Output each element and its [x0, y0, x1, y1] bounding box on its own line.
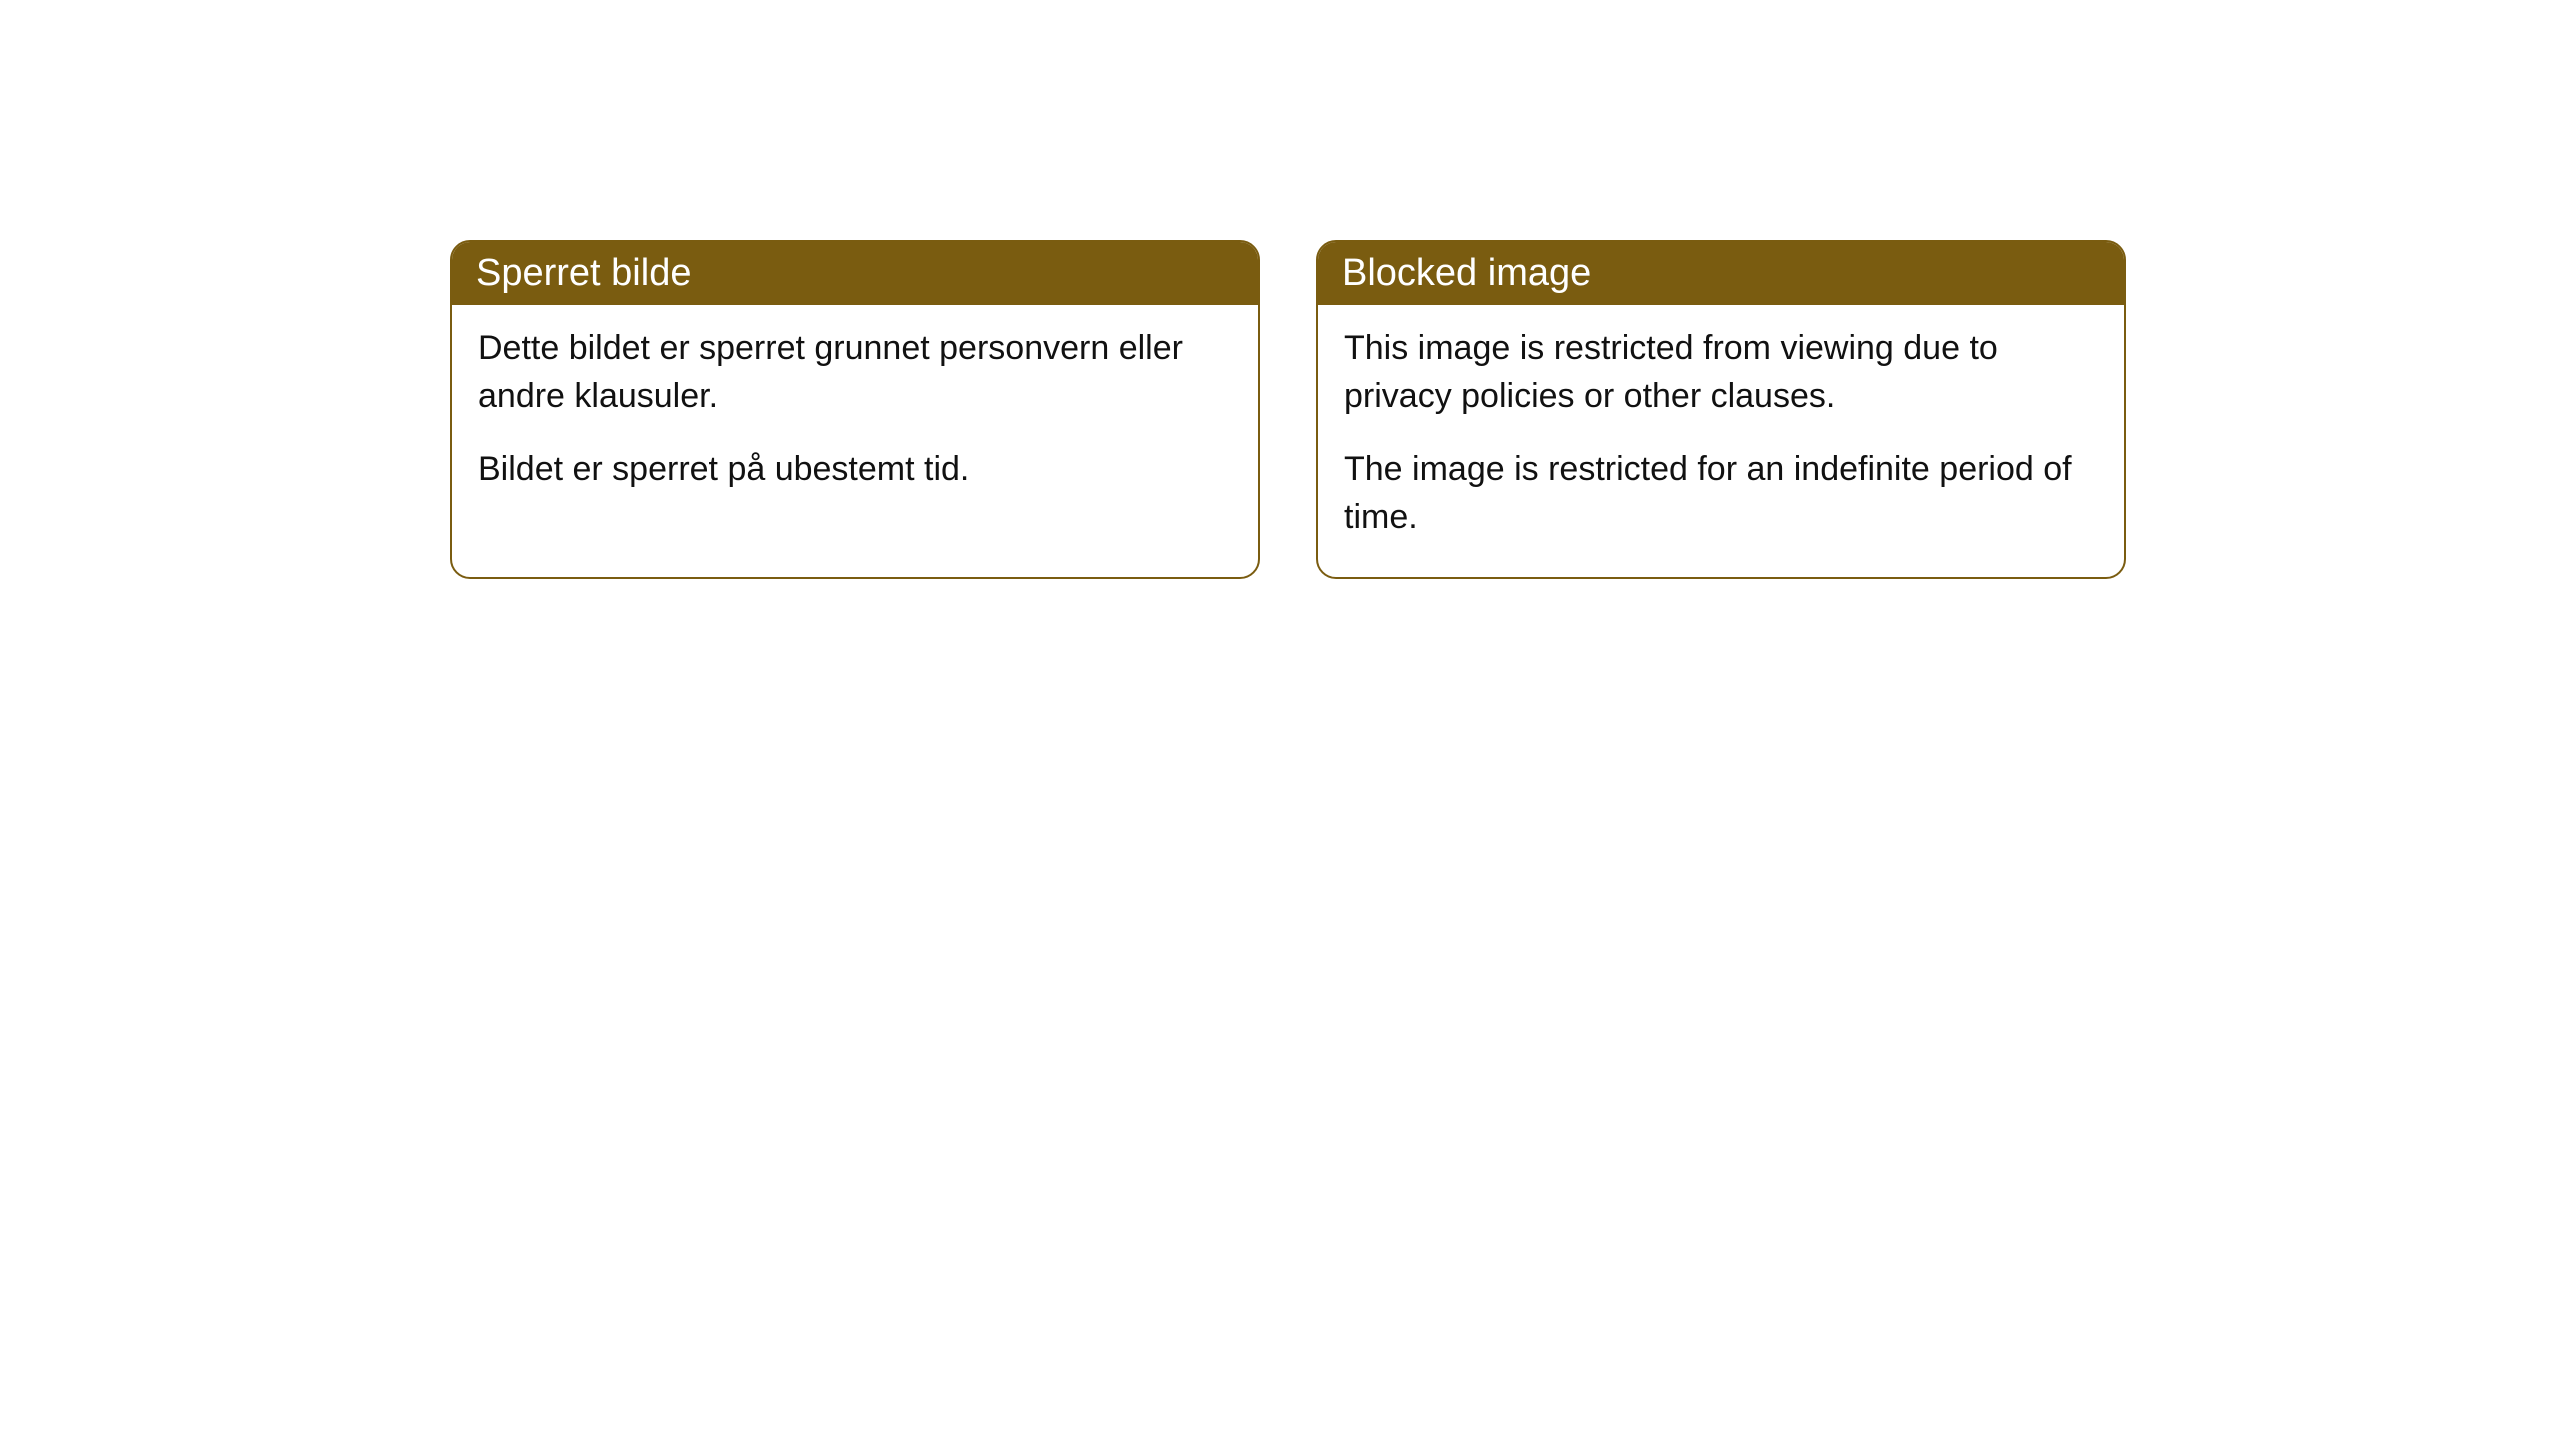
- cards-container: Sperret bilde Dette bildet er sperret gr…: [450, 240, 2560, 579]
- blocked-image-card-en: Blocked image This image is restricted f…: [1316, 240, 2126, 579]
- card-paragraph-1-en: This image is restricted from viewing du…: [1344, 325, 2098, 420]
- card-body-no: Dette bildet er sperret grunnet personve…: [452, 305, 1258, 530]
- card-body-en: This image is restricted from viewing du…: [1318, 305, 2124, 577]
- card-header-en: Blocked image: [1318, 242, 2124, 305]
- blocked-image-card-no: Sperret bilde Dette bildet er sperret gr…: [450, 240, 1260, 579]
- card-paragraph-2-no: Bildet er sperret på ubestemt tid.: [478, 446, 1232, 494]
- card-header-no: Sperret bilde: [452, 242, 1258, 305]
- card-paragraph-1-no: Dette bildet er sperret grunnet personve…: [478, 325, 1232, 420]
- card-paragraph-2-en: The image is restricted for an indefinit…: [1344, 446, 2098, 541]
